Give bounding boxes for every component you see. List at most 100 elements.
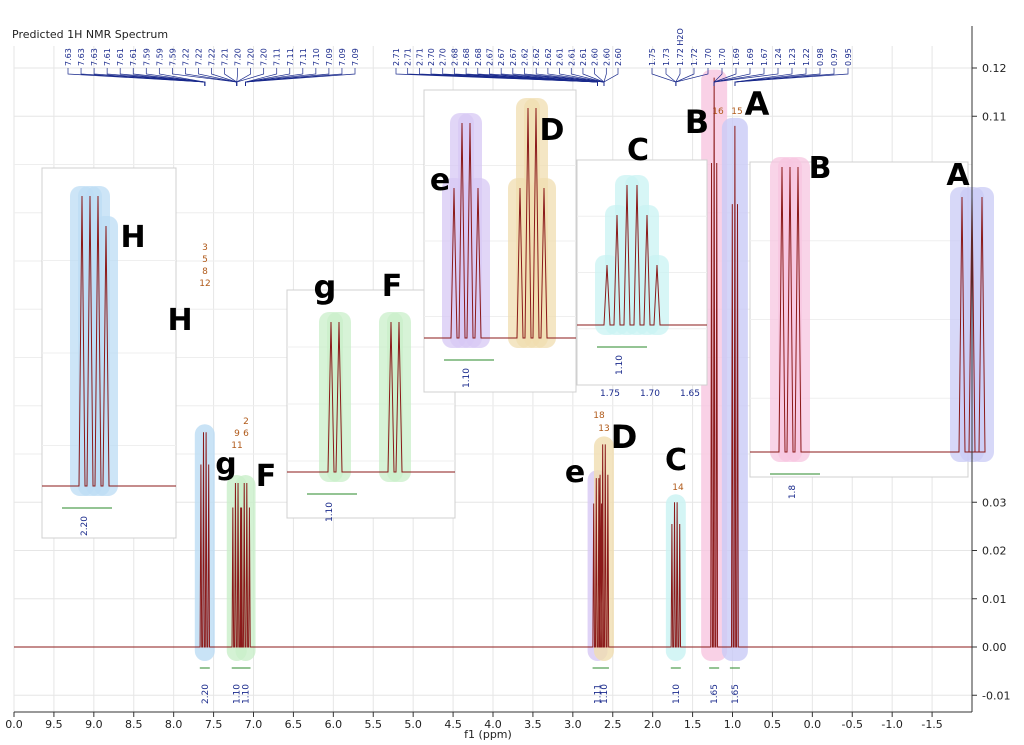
inset-peak-highlight: [466, 178, 490, 348]
peak-label: 7.11: [299, 48, 308, 66]
peak-label: 7.20: [234, 48, 243, 66]
inset-integral-value: 1.10: [615, 355, 625, 375]
inset-BA: 1.8: [749, 157, 994, 500]
inset-integral-value: 2.20: [80, 516, 90, 536]
peak-label: 2.60: [591, 48, 600, 66]
peak-label: 2.60: [614, 48, 623, 66]
x-tick-label: 1.5: [684, 718, 702, 731]
peak-label-leader: [734, 68, 849, 86]
peak-label: 7.61: [103, 48, 112, 66]
spectrum-line: [14, 77, 972, 648]
y-tick-label: 0.12: [982, 62, 1007, 75]
inset-axis-tick: 1.65: [680, 389, 700, 399]
atom-number-label: 3: [202, 243, 208, 253]
peak-label-leader: [158, 68, 206, 86]
inset-peak-highlight: [970, 187, 994, 462]
handwritten-label: g: [215, 447, 236, 482]
handwritten-label: e: [430, 163, 450, 198]
peak-label: 1.69: [746, 48, 755, 66]
peak-label: 1.73: [662, 48, 671, 66]
expansion-insets: 2.20 1.10 1.10 1.10 1.8 1.75 1.70 1.65: [41, 89, 994, 539]
integral-value-F: 1.10: [242, 684, 252, 704]
y-tick-label: 0.00: [982, 641, 1007, 654]
x-tick-label: 3.5: [524, 718, 542, 731]
peak-label-leader: [236, 68, 265, 86]
peak-label: 7.09: [325, 48, 334, 66]
atom-number-label: 2: [243, 417, 249, 427]
y-tick-label: 0.02: [982, 545, 1007, 558]
inset-peak-highlight: [645, 255, 669, 335]
handwritten-label: D: [611, 418, 638, 456]
integral-value-G: 1.10: [233, 684, 243, 704]
peak-highlight-C: [665, 494, 686, 661]
chart-axes: 0.0 9.5 9.0 8.5 8.0 7.5 7.0 6.5 6.0 5.5 5.0 4.5 4.0 3…: [5, 26, 1010, 731]
inset-GF: 1.10: [286, 289, 456, 522]
peak-label: 1.69: [732, 48, 741, 66]
x-tick-label: 0.5: [764, 718, 782, 731]
x-tick-label: 9.0: [85, 718, 103, 731]
handwritten-label: H: [120, 220, 145, 255]
peak-label: 2.61: [579, 48, 588, 66]
peak-label: 0.97: [830, 48, 839, 66]
atom-number-label: 16: [712, 107, 724, 117]
atom-number-label: 18: [593, 411, 605, 421]
x-tick-label: 0.0: [5, 718, 23, 731]
peak-label-leader: [500, 68, 598, 86]
x-tick-label: 8.0: [165, 718, 183, 731]
peak-label: 2.62: [544, 48, 553, 66]
peak-label: 7.22: [208, 48, 217, 66]
inset-trace: [424, 107, 576, 339]
peak-label: 2.71: [415, 48, 424, 66]
inset-ED: 1.10: [423, 89, 577, 393]
x-tick-label: 6.5: [285, 718, 303, 731]
peak-label: 1.75: [648, 48, 657, 66]
handwritten-label: F: [382, 269, 403, 304]
x-tick-label: 2.0: [644, 718, 662, 731]
x-tick-label: 3.0: [564, 718, 582, 731]
peak-label: 7.61: [129, 48, 138, 66]
peak-label: 2.60: [602, 48, 611, 66]
peak-label: 1.70: [704, 48, 713, 66]
peak-label: 2.68: [474, 48, 483, 66]
integral-value-H: 2.20: [201, 684, 211, 704]
peak-label: 7.09: [351, 48, 360, 66]
peak-highlight-H: [194, 424, 215, 661]
x-tick-label: 1.0: [724, 718, 742, 731]
inset-trace: [42, 195, 176, 487]
integral-value-B: 1.65: [710, 684, 720, 704]
x-tick-label: 5.5: [365, 718, 383, 731]
peak-label: 1.67: [760, 48, 769, 66]
x-tick-label: 8.5: [125, 718, 143, 731]
peak-label: 1.24: [774, 48, 783, 66]
atom-number-label: 14: [672, 483, 684, 493]
inset-peak-highlight: [532, 178, 556, 348]
peak-label: 7.20: [247, 48, 256, 66]
peak-label: 7.61: [116, 48, 125, 66]
x-tick-label: 4.5: [444, 718, 462, 731]
atom-number-label: 5: [202, 255, 208, 265]
x-tick-label: -1.5: [921, 718, 942, 731]
inset-axis-tick: 1.75: [600, 389, 620, 399]
inset-integral-value: 1.10: [462, 368, 472, 388]
handwritten-label: B: [685, 103, 709, 141]
x-tick-label: 5.0: [404, 718, 422, 731]
peak-label: 7.63: [64, 48, 73, 66]
handwritten-label: A: [745, 85, 770, 123]
atom-number-label: 6: [243, 429, 249, 439]
peak-label: 2.61: [567, 48, 576, 66]
peak-label: 7.21: [221, 48, 230, 66]
peak-label: 1.70: [718, 48, 727, 66]
handwritten-label: D: [540, 113, 565, 148]
inset-integral-value: 1.8: [788, 485, 798, 500]
peak-label: 2.67: [485, 48, 494, 66]
peak-label: 1.23: [788, 48, 797, 66]
handwritten-label: H: [167, 303, 192, 338]
handwritten-label: g: [314, 268, 337, 306]
handwritten-label: F: [256, 459, 277, 494]
peak-label: 7.20: [260, 48, 269, 66]
peak-label: 1.22: [802, 48, 811, 66]
peak-label: 2.70: [427, 48, 436, 66]
inset-trace: [750, 166, 986, 453]
h2o-peak-label: 1.72 H2O: [676, 28, 685, 66]
